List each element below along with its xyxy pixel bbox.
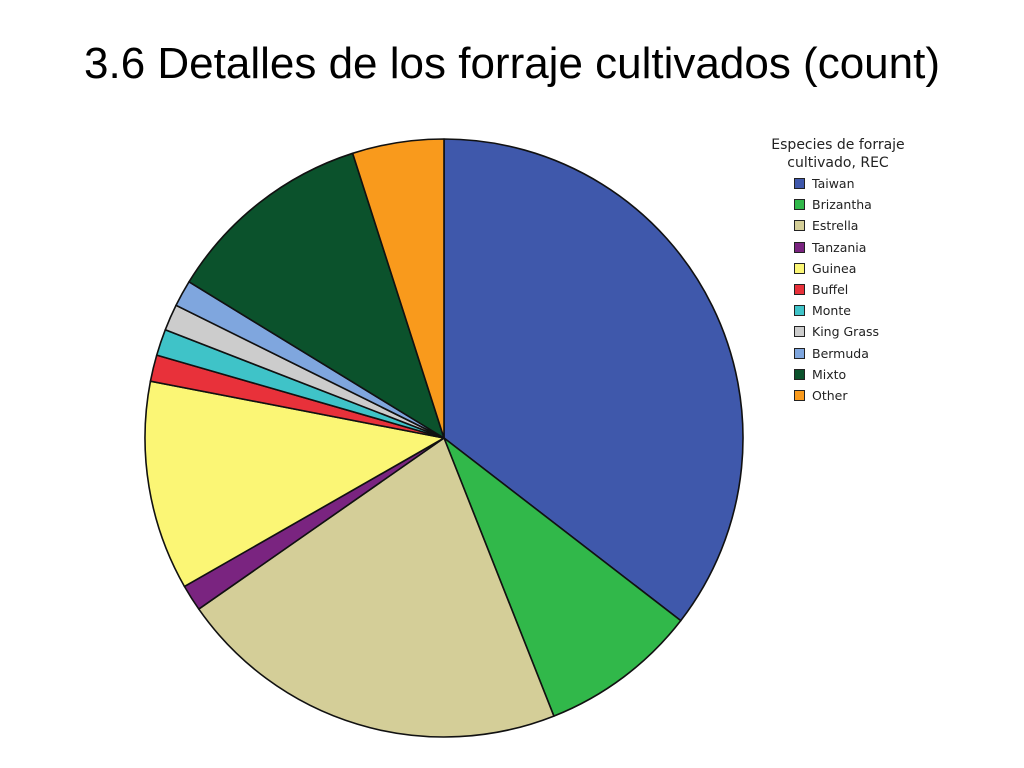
legend-label: Mixto (812, 366, 847, 382)
pie-slice-taiwan (443, 138, 744, 622)
legend-label: Tanzania (812, 239, 867, 255)
legend-swatch (794, 389, 805, 401)
legend-label: Other (812, 387, 848, 403)
legend-item-guinea: Guinea (794, 258, 928, 279)
legend-item-taiwan: Taiwan (794, 173, 928, 194)
legend-item-other: Other (794, 385, 928, 406)
legend-label: Buffel (812, 282, 849, 298)
legend-label: Taiwan (812, 176, 855, 192)
legend-swatch (794, 220, 805, 232)
legend-title: Especies de forraje cultivado, REC (748, 136, 928, 172)
legend-label: King Grass (812, 324, 880, 340)
legend-item-king-grass: King Grass (794, 321, 928, 342)
legend-item-estrella: Estrella (794, 215, 928, 236)
legend-swatch (794, 199, 805, 211)
legend-swatch (794, 305, 805, 317)
legend-swatch (794, 368, 805, 380)
legend-swatch (794, 347, 805, 359)
legend-item-buffel: Buffel (794, 279, 928, 300)
legend-item-mixto: Mixto (794, 364, 928, 385)
legend-label: Brizantha (812, 197, 872, 213)
legend-swatch (794, 241, 805, 253)
legend-label: Estrella (812, 218, 859, 234)
legend-swatch (794, 326, 805, 338)
pie-slice-estrella (197, 437, 555, 738)
legend-list: Taiwan Brizantha Estrella Tanzania Guinea Buf… (794, 173, 928, 406)
legend-title-line-2: cultivado, REC (787, 155, 889, 171)
legend-label: Guinea (812, 260, 857, 276)
pie-slice-brizantha (443, 437, 682, 717)
pie-slice-other (351, 138, 445, 439)
legend-swatch (794, 178, 805, 190)
legend-item-tanzania: Tanzania (794, 237, 928, 258)
legend-item-monte: Monte (794, 300, 928, 321)
pie-slice-guinea (144, 380, 445, 588)
page-title: 3.6 Detalles de los forraje cultivados (… (84, 39, 940, 88)
pie-slice-mixto (188, 152, 445, 439)
legend-item-brizantha: Brizantha (794, 194, 928, 215)
legend: Especies de forraje cultivado, REC Taiwa… (748, 136, 928, 406)
legend-title-line-1: Especies de forraje (771, 137, 905, 153)
legend-label: Monte (812, 303, 851, 319)
legend-label: Bermuda (812, 345, 869, 361)
legend-swatch (794, 262, 805, 274)
legend-item-bermuda: Bermuda (794, 343, 928, 364)
legend-swatch (794, 284, 805, 296)
